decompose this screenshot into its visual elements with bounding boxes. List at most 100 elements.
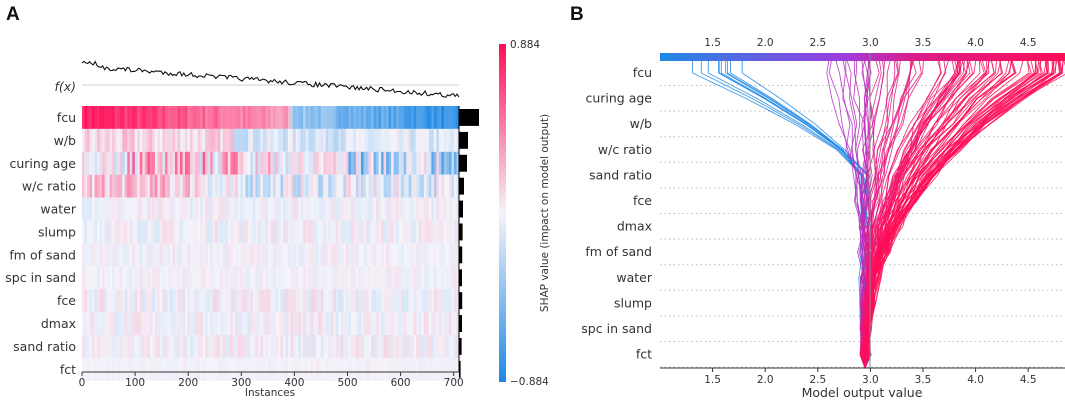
heatmap-cell (328, 266, 332, 290)
heatmap-cell (315, 106, 319, 129)
heatmap-cell (438, 335, 442, 358)
heatmap-cell (212, 335, 216, 358)
heatmap-feature-label: w/b (54, 133, 76, 148)
heatmap-cell (202, 312, 206, 335)
heatmap-cell (260, 335, 264, 358)
heatmap-cell (154, 357, 158, 381)
heatmap-cell (124, 220, 128, 244)
decision-line (720, 57, 871, 369)
heatmap-cell (438, 128, 442, 152)
heatmap-cell (381, 289, 384, 313)
heatmap-cell (117, 128, 120, 152)
heatmap-cell (388, 197, 392, 221)
heatmap-cell (416, 312, 420, 335)
decision-feature-label: water (616, 270, 652, 285)
heatmap-cell (290, 312, 294, 335)
heatmap-cell (182, 289, 186, 313)
heatmap-cell (187, 106, 191, 129)
heatmap-cell (99, 197, 103, 221)
output-color-strip (660, 53, 1065, 61)
heatmap-cell (335, 266, 339, 290)
heatmap-cell (212, 197, 216, 221)
heatmap-cell (413, 106, 417, 129)
heatmap-cell (413, 174, 417, 198)
heatmap-cell (283, 197, 286, 221)
heatmap-cell (247, 266, 251, 290)
heatmap-cell (335, 128, 339, 152)
decision-lines (692, 56, 1065, 369)
heatmap-cell (122, 357, 126, 381)
heatmap-cell (267, 243, 271, 267)
importance-bar (459, 315, 462, 332)
heatmap-cell (89, 106, 93, 129)
heatmap-cell (318, 151, 322, 175)
heatmap-cell (318, 128, 322, 152)
heatmap-cell (451, 289, 455, 313)
heatmap-cell (298, 151, 301, 175)
heatmap-cell (293, 197, 296, 221)
heatmap-cell (84, 335, 88, 358)
heatmap-cell (162, 197, 166, 221)
heatmap-cell (416, 357, 420, 381)
decision-line (861, 56, 1049, 369)
heatmap-cell (295, 151, 299, 175)
heatmap-cell (119, 197, 123, 221)
heatmap-cell (408, 312, 412, 335)
heatmap-cell (172, 289, 176, 313)
heatmap-cell (242, 243, 246, 267)
heatmap-cell (94, 197, 98, 221)
heatmap-cell (200, 197, 203, 221)
heatmap-cell (315, 220, 319, 244)
heatmap-cell (275, 174, 279, 198)
heatmap-cell (366, 106, 369, 129)
heatmap-cell (378, 128, 382, 152)
heatmap-cell (413, 243, 417, 267)
heatmap-cell (406, 220, 410, 244)
fx-line (81, 60, 460, 98)
heatmap-cell (217, 335, 221, 358)
heatmap-cell (371, 128, 374, 152)
heatmap-cell (84, 128, 88, 152)
heatmap-cell (117, 174, 120, 198)
heatmap-cell (373, 335, 377, 358)
heatmap-cell (431, 220, 435, 244)
heatmap-cell (245, 289, 249, 313)
heatmap-cell (169, 128, 173, 152)
heatmap-cell (411, 335, 415, 358)
heatmap-cell (154, 197, 158, 221)
heatmap-cell (169, 266, 173, 290)
heatmap-cell (401, 357, 404, 381)
heatmap-cell (205, 106, 208, 129)
heatmap-cell (391, 312, 394, 335)
heatmap-cell (273, 243, 276, 267)
heatmap-cell (255, 197, 259, 221)
heatmap-cell (275, 335, 279, 358)
heatmap-cell (94, 335, 98, 358)
heatmap-cell (426, 220, 430, 244)
heatmap-cell (197, 151, 201, 175)
decision-top-ticks: 1.5 2.0 2.5 3.0 3.5 4.0 4.5 (704, 37, 1036, 49)
heatmap-cell (283, 335, 286, 358)
heatmap-cell (403, 289, 407, 313)
heatmap-cell (393, 220, 397, 244)
heatmap-cell (288, 243, 291, 267)
heatmap-cell (267, 174, 271, 198)
heatmap-cell (368, 266, 372, 290)
heatmap-cell (192, 174, 196, 198)
heatmap-cell (247, 220, 251, 244)
heatmap-cell (240, 106, 244, 129)
heatmap-cell (134, 335, 138, 358)
heatmap-cell (107, 357, 110, 381)
heatmap-cell (348, 174, 352, 198)
heatmap-cell (195, 128, 198, 152)
heatmap-cell (162, 174, 166, 198)
heatmap-cell (333, 335, 337, 358)
heatmap-cell (127, 128, 131, 152)
heatmap-cell (436, 289, 440, 313)
heatmap-cell (396, 151, 399, 175)
heatmap-cell (343, 151, 347, 175)
heatmap-cell (438, 266, 442, 290)
heatmap-cell (159, 266, 163, 290)
heatmap-cell (433, 128, 437, 152)
